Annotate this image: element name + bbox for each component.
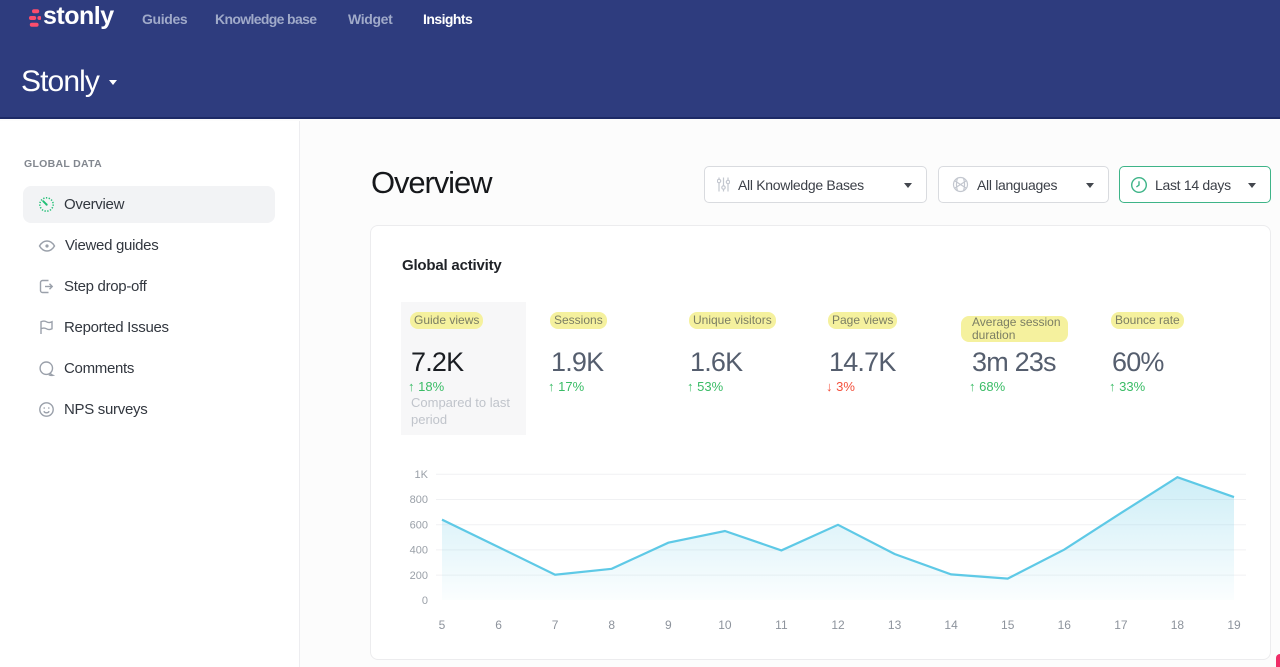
svg-text:6: 6 xyxy=(495,618,502,632)
svg-text:800: 800 xyxy=(410,494,428,506)
svg-text:14: 14 xyxy=(944,618,958,632)
svg-text:16: 16 xyxy=(1058,618,1072,632)
svg-text:10: 10 xyxy=(718,618,732,632)
svg-text:18: 18 xyxy=(1171,618,1185,632)
svg-text:7: 7 xyxy=(552,618,559,632)
svg-text:600: 600 xyxy=(410,519,428,531)
svg-text:400: 400 xyxy=(410,545,428,557)
svg-text:15: 15 xyxy=(1001,618,1015,632)
svg-text:1K: 1K xyxy=(415,469,429,481)
svg-text:0: 0 xyxy=(422,595,428,607)
svg-text:13: 13 xyxy=(888,618,902,632)
svg-text:19: 19 xyxy=(1227,618,1241,632)
svg-text:5: 5 xyxy=(439,618,446,632)
svg-text:17: 17 xyxy=(1114,618,1128,632)
svg-text:8: 8 xyxy=(608,618,615,632)
svg-text:200: 200 xyxy=(410,570,428,582)
svg-text:11: 11 xyxy=(775,618,788,632)
svg-text:9: 9 xyxy=(665,618,672,632)
svg-text:12: 12 xyxy=(831,618,845,632)
